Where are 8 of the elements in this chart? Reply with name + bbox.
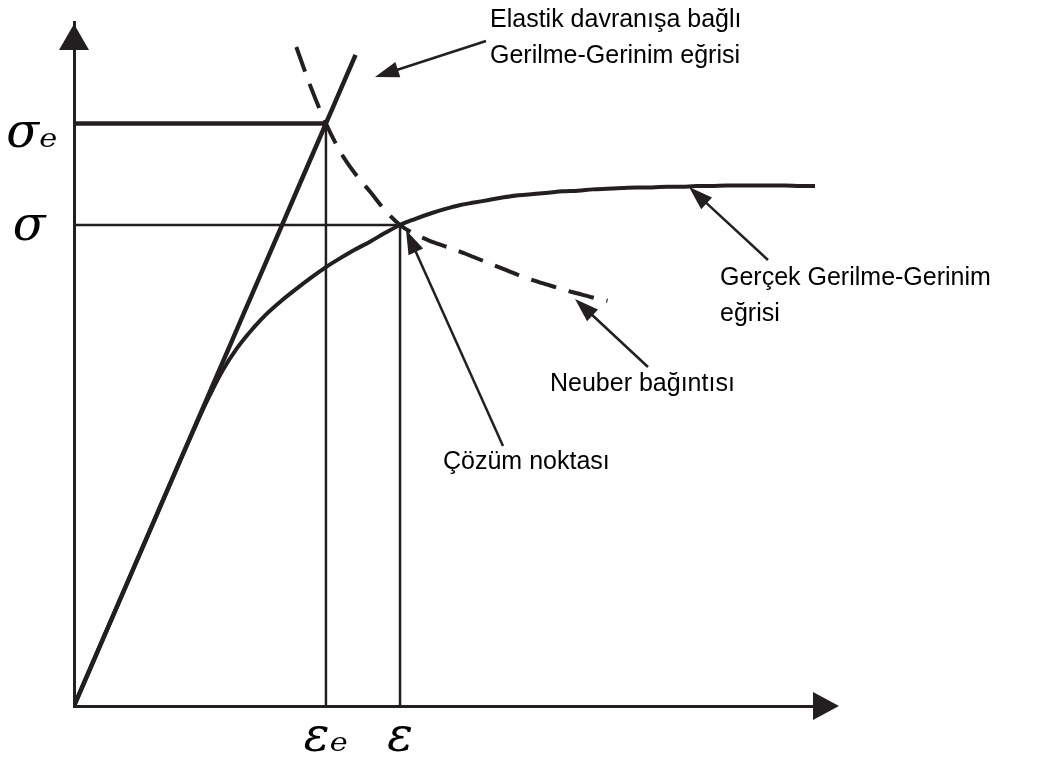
x-tick-label: ε: [387, 706, 413, 763]
annotation: Elastik davranışa bağlı Gerilme-Gerinim eğrisi: [490, 4, 742, 69]
annotation: Gerçek Gerilme-Gerinim eğrisi: [720, 262, 991, 327]
text: σₑ: [6, 102, 58, 158]
annotation: Çözüm noktası: [443, 446, 610, 475]
text: σ: [12, 195, 47, 251]
annotation: Neuber bağıntısı: [550, 368, 735, 397]
x-tick-label: εₑ: [303, 706, 349, 763]
